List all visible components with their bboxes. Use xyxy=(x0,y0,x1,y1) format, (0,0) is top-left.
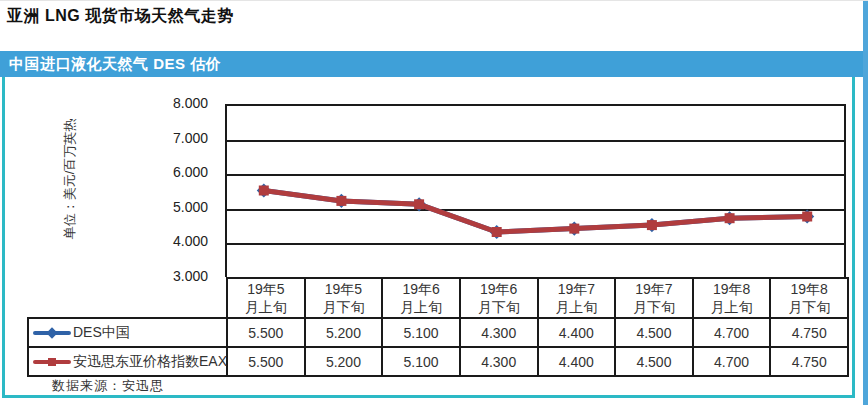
legend-label: DES中国 xyxy=(73,324,130,342)
data-point-marker xyxy=(647,220,657,230)
legend-key-icon xyxy=(33,356,71,368)
legend-cell: DES中国 xyxy=(28,318,227,347)
value-cell: 5.500 xyxy=(227,318,305,347)
y-tick-label: 7.000 xyxy=(148,130,208,146)
date-header-cell: 19年7月下旬 xyxy=(615,278,693,318)
date-header-cell: 19年7月上旬 xyxy=(538,278,616,318)
data-point-marker xyxy=(336,196,346,206)
series-row: 安迅思东亚价格指数EAX5.5005.2005.1004.3004.4004.5… xyxy=(28,347,848,376)
value-cell: 4.300 xyxy=(460,318,538,347)
value-cell: 5.500 xyxy=(227,347,305,376)
page: 亚洲 LNG 现货市场天然气走势 中国进口液化天然气 DES 估价 单位：美元/… xyxy=(0,0,868,405)
data-point-marker xyxy=(725,213,735,223)
data-point-marker xyxy=(414,199,424,209)
line-chart xyxy=(225,104,846,277)
date-header-cell: 19年5月下旬 xyxy=(305,278,383,318)
y-tick-label: 8.000 xyxy=(148,95,208,111)
date-header-cell: 19年8月下旬 xyxy=(770,278,848,318)
y-tick-label: 4.000 xyxy=(148,233,208,249)
page-title: 亚洲 LNG 现货市场天然气走势 xyxy=(7,6,234,27)
value-cell: 4.700 xyxy=(693,347,771,376)
value-cell: 5.200 xyxy=(305,318,383,347)
data-point-marker xyxy=(259,186,269,196)
value-cell: 4.700 xyxy=(693,318,771,347)
table-ghost-cell xyxy=(28,278,227,318)
date-header-cell: 19年8月上旬 xyxy=(693,278,771,318)
date-header-cell: 19年5月上旬 xyxy=(227,278,305,318)
page-right-border xyxy=(863,1,868,405)
data-source-note: 数据来源：安迅思 xyxy=(52,377,164,395)
value-cell: 4.750 xyxy=(770,318,848,347)
value-cell: 5.100 xyxy=(382,318,460,347)
legend-label: 安迅思东亚价格指数EAX xyxy=(73,353,227,371)
legend-cell: 安迅思东亚价格指数EAX xyxy=(28,347,227,376)
y-tick-label: 5.000 xyxy=(148,199,208,215)
value-cell: 4.750 xyxy=(770,347,848,376)
data-point-marker xyxy=(802,212,812,222)
value-cell: 4.500 xyxy=(615,347,693,376)
date-header-cell: 19年6月上旬 xyxy=(382,278,460,318)
chart-header-bar: 中国进口液化天然气 DES 估价 xyxy=(0,51,868,77)
y-axis-unit-label: 单位：美元/百万英热 xyxy=(61,119,79,240)
date-header-cell: 19年6月下旬 xyxy=(460,278,538,318)
chart-data-table: 19年5月上旬19年5月下旬19年6月上旬19年6月下旬19年7月上旬19年7月… xyxy=(27,277,849,377)
data-point-marker xyxy=(492,227,502,237)
value-cell: 4.400 xyxy=(538,347,616,376)
data-point-marker xyxy=(569,224,579,234)
value-cell: 4.400 xyxy=(538,318,616,347)
value-cell: 5.200 xyxy=(305,347,383,376)
chart-header-label: 中国进口液化天然气 DES 估价 xyxy=(9,55,221,72)
value-cell: 4.500 xyxy=(615,318,693,347)
series-row: DES中国 5.5005.2005.1004.3004.4004.5004.700… xyxy=(28,318,848,347)
value-cell: 5.100 xyxy=(382,347,460,376)
value-cell: 4.300 xyxy=(460,347,538,376)
y-tick-label: 6.000 xyxy=(148,164,208,180)
legend-key-icon xyxy=(33,327,71,339)
